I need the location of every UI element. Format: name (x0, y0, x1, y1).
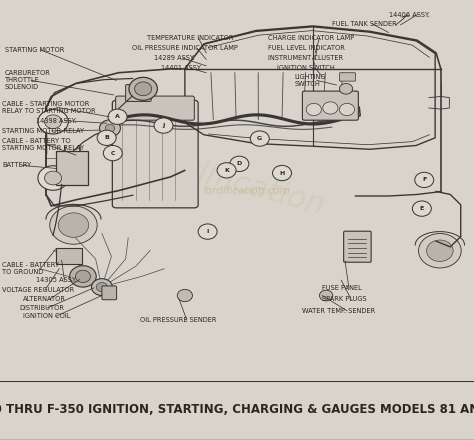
Circle shape (273, 165, 292, 181)
Text: DISTRIBUTOR: DISTRIBUTOR (19, 305, 64, 311)
Circle shape (412, 201, 431, 216)
Text: K: K (224, 168, 229, 173)
Text: E: E (420, 206, 424, 211)
FancyBboxPatch shape (116, 96, 194, 120)
Circle shape (129, 77, 157, 100)
FancyBboxPatch shape (56, 248, 82, 264)
Text: 14305 ASSY.: 14305 ASSY. (36, 277, 76, 283)
Text: 14406 ASSY.: 14406 ASSY. (389, 11, 429, 18)
Circle shape (339, 84, 353, 94)
Text: WATER TEMP. SENDER: WATER TEMP. SENDER (302, 308, 375, 314)
Circle shape (177, 290, 192, 302)
Text: VOLTAGE REGULATOR: VOLTAGE REGULATOR (2, 287, 74, 293)
Text: SPARK PLUGS: SPARK PLUGS (322, 297, 367, 302)
Text: FUEL TANK SENDER: FUEL TANK SENDER (332, 21, 397, 27)
FancyBboxPatch shape (112, 100, 198, 208)
FancyBboxPatch shape (126, 84, 151, 102)
Text: A: A (115, 114, 120, 119)
Text: ALTERNATOR: ALTERNATOR (23, 297, 66, 302)
Circle shape (50, 206, 97, 244)
Text: CABLE - BATTERY TO
STARTING MOTOR RELAY: CABLE - BATTERY TO STARTING MOTOR RELAY (2, 138, 84, 151)
Circle shape (45, 171, 62, 185)
Text: fordification: fordification (145, 146, 329, 221)
Text: 14289 ASSY.: 14289 ASSY. (154, 55, 195, 61)
Text: 14401 ASSY.: 14401 ASSY. (161, 65, 202, 71)
Circle shape (230, 156, 249, 172)
Text: H: H (279, 171, 285, 176)
Circle shape (105, 125, 115, 132)
Text: FUSE PANEL: FUSE PANEL (322, 285, 362, 291)
Circle shape (70, 266, 96, 287)
Text: F-100 THRU F-350 IGNITION, STARTING, CHARGING & GAUGES MODELS 81 AND 85: F-100 THRU F-350 IGNITION, STARTING, CHA… (0, 403, 474, 416)
Text: F: F (422, 177, 426, 183)
Text: C: C (110, 150, 115, 156)
Circle shape (75, 270, 91, 282)
Circle shape (419, 234, 461, 268)
FancyBboxPatch shape (302, 91, 358, 120)
FancyBboxPatch shape (56, 151, 88, 184)
Text: IGNITION COIL: IGNITION COIL (23, 313, 70, 319)
Text: 14398 ASSY.: 14398 ASSY. (36, 117, 76, 124)
Text: CABLE - STARTING MOTOR
RELAY TO STARTING MOTOR: CABLE - STARTING MOTOR RELAY TO STARTING… (2, 101, 96, 114)
Circle shape (323, 102, 338, 114)
Circle shape (38, 166, 68, 190)
Circle shape (100, 120, 120, 137)
Text: IGNITION SWITCH: IGNITION SWITCH (277, 65, 335, 71)
Text: STARTING MOTOR: STARTING MOTOR (5, 47, 64, 53)
Text: J: J (162, 123, 165, 128)
Circle shape (108, 109, 127, 125)
Text: OIL PRESSURE SENDER: OIL PRESSURE SENDER (140, 317, 216, 323)
Circle shape (38, 110, 68, 134)
Text: fordification.com: fordification.com (202, 187, 291, 196)
Circle shape (96, 282, 108, 292)
Text: OIL PRESSURE INDICATOR LAMP: OIL PRESSURE INDICATOR LAMP (132, 45, 237, 51)
FancyBboxPatch shape (344, 231, 371, 262)
Text: LIGHTING
SWITCH: LIGHTING SWITCH (295, 74, 326, 87)
Circle shape (415, 172, 434, 187)
Circle shape (91, 279, 112, 296)
Circle shape (217, 163, 236, 178)
Text: STARTING MOTOR RELAY: STARTING MOTOR RELAY (2, 128, 84, 134)
Text: CABLE - BATTERY
TO GROUND: CABLE - BATTERY TO GROUND (2, 262, 60, 275)
Circle shape (319, 290, 333, 301)
Text: TEMPERATURE INDICATOR: TEMPERATURE INDICATOR (147, 35, 233, 41)
Circle shape (58, 213, 89, 237)
Text: BATTERY: BATTERY (2, 162, 31, 169)
Text: B: B (104, 136, 109, 140)
Circle shape (339, 103, 355, 116)
Circle shape (427, 240, 453, 261)
Circle shape (154, 118, 173, 133)
Circle shape (250, 131, 269, 146)
Text: INSTRUMENT CLUSTER: INSTRUMENT CLUSTER (268, 55, 343, 61)
FancyBboxPatch shape (339, 73, 356, 81)
Text: CARBURETOR
THROTTLE
SOLENOID: CARBURETOR THROTTLE SOLENOID (5, 70, 51, 90)
Text: D: D (237, 161, 242, 166)
Circle shape (135, 82, 152, 95)
Circle shape (306, 103, 321, 116)
Circle shape (103, 146, 122, 161)
Circle shape (97, 130, 116, 146)
FancyBboxPatch shape (102, 286, 117, 300)
Text: G: G (257, 136, 262, 141)
Circle shape (198, 224, 217, 239)
Circle shape (45, 115, 62, 128)
Text: I: I (206, 229, 209, 234)
Text: FUEL LEVEL INDICATOR: FUEL LEVEL INDICATOR (268, 45, 345, 51)
Text: CHARGE INDICATOR LAMP: CHARGE INDICATOR LAMP (268, 35, 354, 41)
